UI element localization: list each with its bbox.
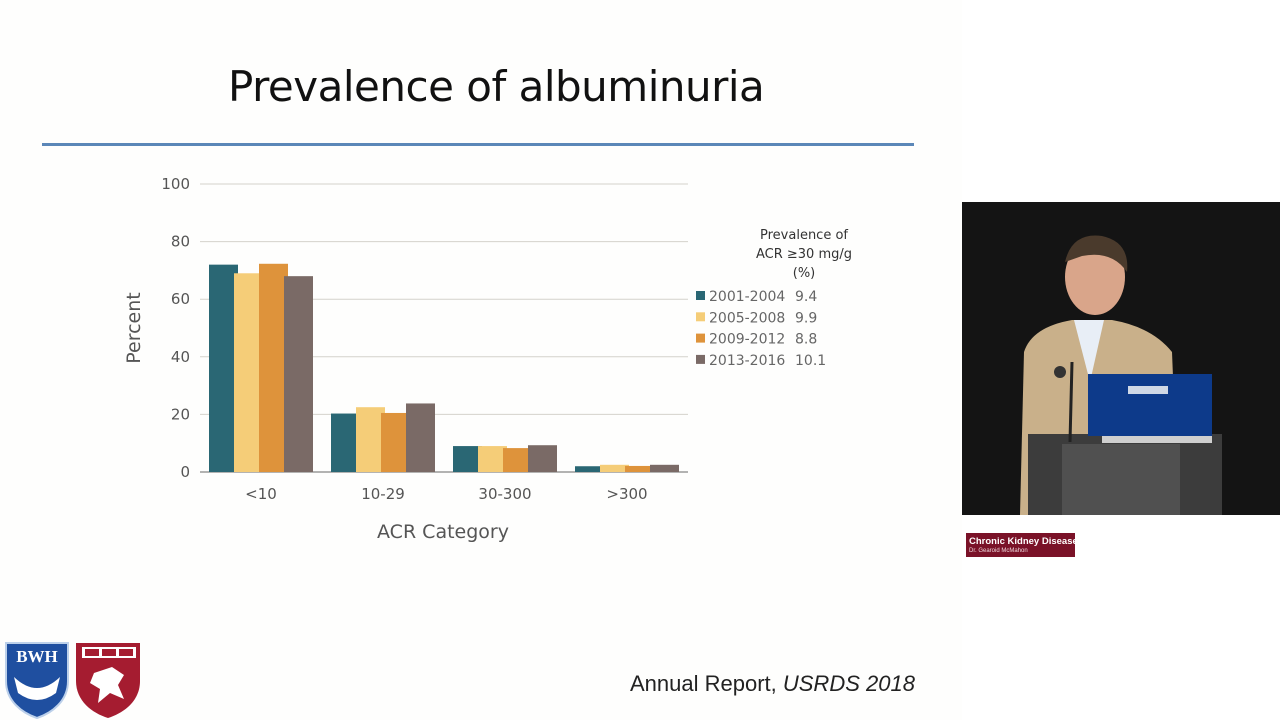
y-tick-label: 40 — [171, 348, 190, 366]
citation-source: USRDS 2018 — [782, 671, 915, 696]
harvard-shield-logo — [76, 643, 140, 718]
speaker-video — [962, 202, 1280, 515]
x-axis-title: ACR Category — [377, 521, 509, 543]
chart-ticks: 0 20 40 60 80 100 <10 10-29 30-300 >300 — [161, 175, 647, 503]
y-tick-label: 100 — [161, 175, 190, 193]
bar — [284, 276, 313, 472]
bar — [234, 273, 263, 472]
institution-logos: BWH — [5, 642, 140, 720]
legend-series-name: 2005-2008 — [709, 310, 785, 326]
bar — [625, 465, 654, 472]
bar — [406, 403, 435, 472]
x-tick-label: 30-300 — [478, 485, 531, 503]
y-tick-label: 20 — [171, 405, 190, 423]
legend-series-value: 8.8 — [795, 332, 817, 348]
bar-chart: 0 20 40 60 80 100 <10 10-29 30-300 >300 Percent A… — [123, 175, 852, 543]
legend-swatch — [696, 291, 705, 300]
chart-legend: Prevalence of ACR ≥30 mg/g (%) 2001-2004 9.4… — [696, 228, 852, 369]
legend-header-line: ACR ≥30 mg/g — [756, 247, 852, 262]
bar — [259, 263, 288, 472]
title-rule — [42, 143, 914, 146]
legend-header-line: Prevalence of — [760, 228, 848, 243]
bar — [600, 464, 629, 472]
chart-bars — [209, 263, 679, 472]
lower-third-subtitle: Dr. Gearoid McMahon — [969, 548, 1028, 554]
bar — [503, 448, 532, 472]
legend-swatch — [696, 333, 705, 343]
y-axis-title: Percent — [123, 292, 145, 364]
bar — [381, 412, 410, 472]
legend-series-value: 9.9 — [795, 310, 817, 326]
microphone — [1054, 361, 1074, 443]
bar — [575, 466, 604, 472]
slide: Prevalence of albuminuria 0 20 40 60 80 100 <1… — [5, 62, 915, 720]
y-tick-label: 60 — [171, 290, 190, 308]
bar — [356, 407, 385, 472]
legend-series-name: 2009-2012 — [709, 332, 785, 348]
legend-series-name: 2001-2004 — [709, 289, 785, 305]
legend-series-value: 9.4 — [795, 289, 817, 305]
lower-third-title: Chronic Kidney Disease — [969, 536, 1078, 547]
x-tick-label: <10 — [245, 485, 277, 503]
legend-series-name: 2013-2016 — [709, 353, 785, 369]
bar — [331, 413, 360, 472]
bar — [209, 264, 238, 472]
podium — [1028, 430, 1222, 515]
legend-header-line: (%) — [793, 266, 816, 281]
laptop — [1088, 374, 1212, 436]
legend-swatch — [696, 312, 705, 322]
bwh-logo: BWH — [5, 642, 69, 720]
legend-series-value: 10.1 — [795, 353, 826, 369]
slide-title: Prevalence of albuminuria — [228, 62, 765, 111]
x-tick-label: >300 — [606, 485, 647, 503]
bwh-logo-text: BWH — [16, 647, 58, 666]
y-tick-label: 80 — [171, 233, 190, 251]
bar — [478, 446, 507, 472]
y-tick-label: 0 — [180, 463, 190, 481]
bar — [528, 445, 557, 472]
citation-text: Annual Report, — [630, 671, 783, 696]
bar — [453, 446, 482, 472]
x-tick-label: 10-29 — [361, 485, 405, 503]
citation: Annual Report, USRDS 2018 — [630, 671, 915, 697]
bar — [650, 464, 679, 472]
legend-swatch — [696, 354, 705, 364]
lower-third-caption: Chronic Kidney Disease Dr. Gearoid McMah… — [966, 533, 1078, 557]
